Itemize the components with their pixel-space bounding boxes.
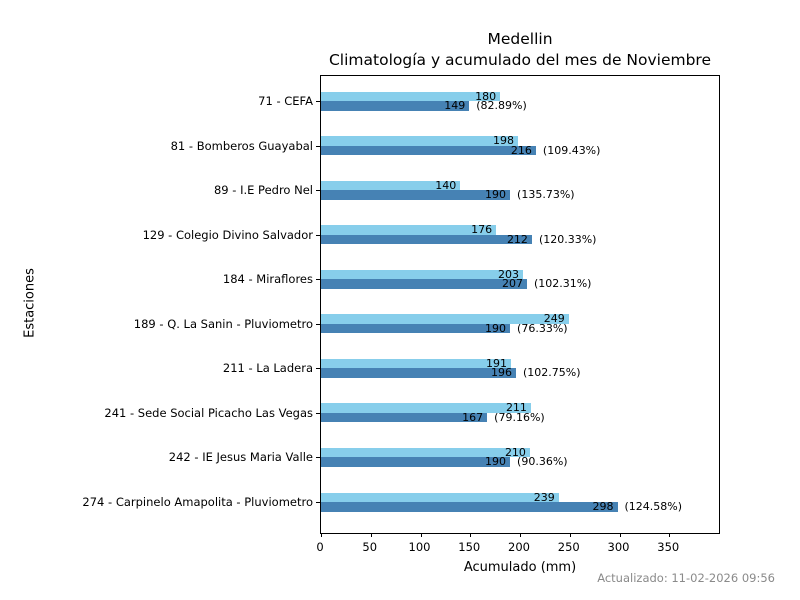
x-tick-mark	[420, 533, 422, 537]
climatology-value-label: 249	[543, 312, 565, 326]
climatology-bar	[321, 358, 512, 369]
percent-label: (109.43%)	[542, 143, 601, 157]
climatology-bar	[321, 447, 530, 458]
y-tick-mark	[316, 234, 320, 236]
percent-label: (76.33%)	[517, 321, 568, 335]
x-tick-mark	[569, 533, 571, 537]
accumulated-bar	[321, 145, 536, 156]
y-axis-label: Estaciones	[22, 268, 38, 338]
percent-label: (102.31%)	[533, 277, 592, 291]
accumulated-bar	[321, 412, 488, 423]
y-tick-mark	[316, 190, 320, 192]
y-tick-mark	[316, 145, 320, 147]
percent-label: (90.36%)	[517, 455, 568, 469]
y-tick-mark	[316, 279, 320, 281]
accumulated-bar	[321, 234, 532, 245]
climatology-bar	[321, 314, 569, 324]
accumulated-value-label: 149	[444, 99, 466, 112]
y-tick-mark	[316, 457, 320, 459]
chart-title-line2: Climatología y acumulado del mes de Novi…	[328, 51, 712, 69]
x-tick-label: 300	[607, 540, 630, 554]
percent-label: (124.58%)	[624, 500, 683, 513]
x-tick-label: 100	[408, 540, 431, 554]
accumulated-value-label: 190	[485, 188, 507, 202]
climatology-bar	[321, 225, 497, 235]
climatology-value-label: 239	[533, 490, 555, 504]
x-tick-mark	[321, 533, 322, 537]
x-tick-mark	[619, 533, 621, 537]
x-tick-label: 0	[316, 540, 324, 554]
percent-label: (82.89%)	[476, 99, 527, 112]
station-label: 189 - Q. La Sanin - Pluviometro	[133, 316, 313, 331]
accumulated-bar	[321, 101, 470, 111]
x-tick-mark	[669, 533, 671, 537]
climatology-bar	[321, 91, 501, 101]
x-tick-label: 200	[508, 540, 530, 554]
x-tick-label: 50	[362, 540, 378, 554]
station-label: 71 - CEFA	[258, 94, 313, 108]
climatology-value-label: 140	[435, 178, 457, 192]
accumulated-value-label: 298	[592, 500, 614, 513]
climatology-bar	[321, 403, 531, 413]
accumulated-value-label: 216	[510, 143, 532, 157]
accumulated-value-label: 167	[462, 410, 484, 424]
accumulated-bar	[321, 502, 618, 512]
climatology-bar	[321, 492, 559, 502]
accumulated-value-label: 207	[501, 277, 523, 291]
chart-title-line1: Medellin	[487, 30, 553, 48]
station-label: 129 - Colegio Divino Salvador	[142, 227, 313, 242]
accumulated-value-label: 190	[485, 321, 507, 335]
accumulated-bar	[321, 368, 517, 378]
climatology-bar	[321, 136, 518, 146]
accumulated-value-label: 190	[485, 455, 507, 469]
plot-area: 180 149 (82.89%) 198 216 (109.43%) 140 190 (135.…	[316, 75, 720, 537]
percent-label: (120.33%)	[538, 232, 597, 246]
y-tick-mark	[316, 323, 320, 325]
climatology-bar	[321, 180, 461, 191]
y-tick-mark	[316, 502, 320, 503]
station-label: 242 - IE Jesus Maria Valle	[168, 450, 313, 465]
x-axis-label: Acumulado (mm)	[463, 560, 577, 575]
climatology-value-label: 210	[504, 445, 526, 459]
y-tick-mark	[316, 412, 320, 414]
accumulated-bar	[321, 190, 511, 200]
accumulated-bar	[321, 457, 511, 467]
updated-timestamp: Actualizado: 11-02-2026 09:56	[597, 571, 775, 585]
climatology-value-label: 211	[505, 401, 527, 415]
percent-label: (102.75%)	[523, 366, 581, 380]
x-tick-label: 350	[657, 540, 680, 554]
accumulated-value-label: 196	[491, 366, 513, 380]
accumulated-bar	[321, 323, 511, 334]
percent-label: (79.16%)	[494, 410, 545, 424]
accumulated-bar	[321, 279, 527, 289]
y-tick-mark	[316, 368, 320, 370]
y-tick-mark	[316, 101, 320, 102]
station-label: 81 - Bomberos Guayabal	[170, 138, 313, 153]
x-tick-mark	[370, 533, 372, 537]
climatology-value-label: 198	[493, 134, 514, 148]
x-tick-label: 150	[458, 540, 481, 554]
chart-title: Medellin Climatología y acumulado del me…	[329, 29, 711, 71]
station-label: 184 - Miraflores	[222, 272, 313, 287]
station-label: 274 - Carpinelo Amapolita - Pluviometro	[82, 495, 313, 509]
climatology-value-label: 191	[486, 356, 508, 370]
x-tick-mark	[520, 533, 521, 537]
climatology-value-label: 176	[471, 223, 493, 237]
climatology-value-label: 203	[497, 267, 519, 281]
percent-label: (135.73%)	[517, 188, 575, 202]
station-label: 211 - La Ladera	[222, 361, 313, 376]
accumulated-value-label: 212	[506, 232, 528, 246]
station-label: 89 - I.E Pedro Nel	[213, 183, 313, 198]
climatology-bar	[321, 269, 523, 280]
x-tick-mark	[470, 533, 472, 537]
station-label: 241 - Sede Social Picacho Las Vegas	[104, 405, 313, 420]
x-tick-label: 250	[557, 540, 580, 554]
climatology-value-label: 180	[475, 89, 497, 103]
